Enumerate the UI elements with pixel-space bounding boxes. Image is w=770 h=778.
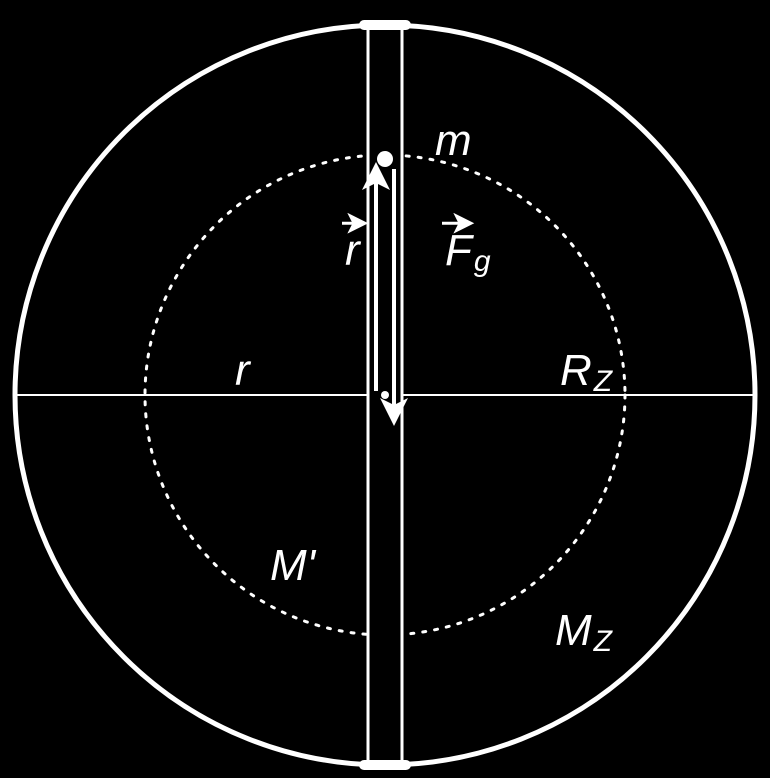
center-dot <box>381 391 389 399</box>
mass-dot <box>377 151 393 167</box>
svg-text:r: r <box>235 346 252 395</box>
svg-text:m: m <box>435 116 472 165</box>
label-r: r <box>235 346 252 395</box>
label-m: m <box>435 116 472 165</box>
svg-text:r: r <box>345 226 362 275</box>
physics-diagram: mrFgrRZM'MZ <box>0 0 770 778</box>
svg-text:M': M' <box>270 541 317 590</box>
label-mp: M' <box>270 541 317 590</box>
